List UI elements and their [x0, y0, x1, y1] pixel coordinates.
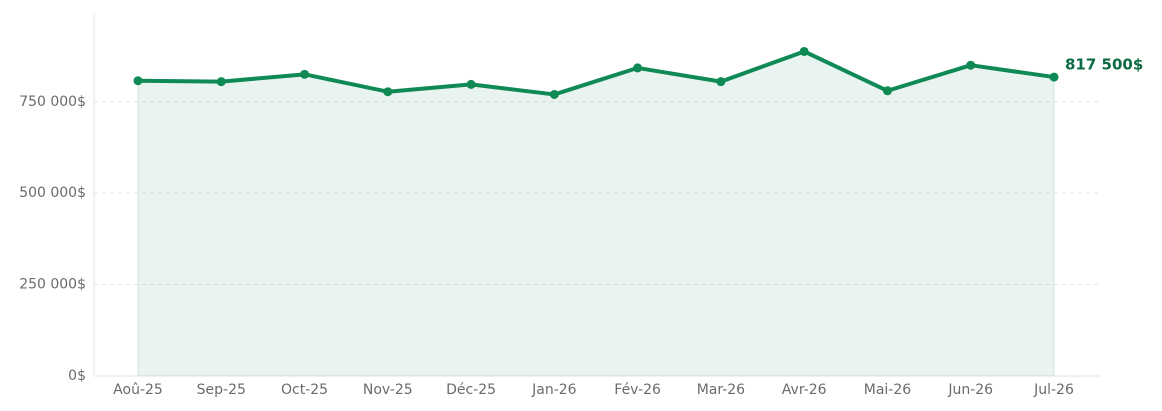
point	[133, 76, 143, 86]
point	[966, 60, 976, 70]
x-tick-label: Aoû-25	[113, 382, 163, 398]
point	[466, 79, 476, 89]
point	[216, 77, 226, 87]
x-tick-label: Nov-25	[363, 382, 413, 398]
x-tick-label: Oct-25	[281, 382, 328, 398]
y-tick-label: 250 000$	[19, 277, 86, 293]
value-label: 817 500$	[1065, 56, 1143, 74]
x-tick-label: Jul-26	[1033, 382, 1074, 398]
point	[716, 77, 726, 87]
point	[633, 63, 643, 73]
x-tick-label: Avr-26	[782, 382, 827, 398]
point	[1049, 72, 1059, 82]
point	[799, 46, 809, 56]
y-tick-label: 0$	[68, 368, 86, 384]
x-tick-label: Déc-25	[446, 382, 496, 398]
x-tick-label: Mai-26	[864, 382, 912, 398]
area	[138, 51, 1054, 376]
point	[383, 87, 393, 97]
point	[300, 69, 310, 79]
x-tick-label: Jan-26	[531, 382, 577, 398]
y-tick-label: 750 000$	[19, 94, 86, 110]
x-tick-label: Sep-25	[197, 382, 246, 398]
y-tick-label: 500 000$	[19, 185, 86, 201]
x-tick-label: Mar-26	[697, 382, 745, 398]
point	[882, 86, 892, 96]
x-tick-label: Jun-26	[947, 382, 993, 398]
line	[137, 49, 1055, 97]
point	[549, 89, 559, 99]
x-tick-label: Fév-26	[614, 382, 661, 398]
